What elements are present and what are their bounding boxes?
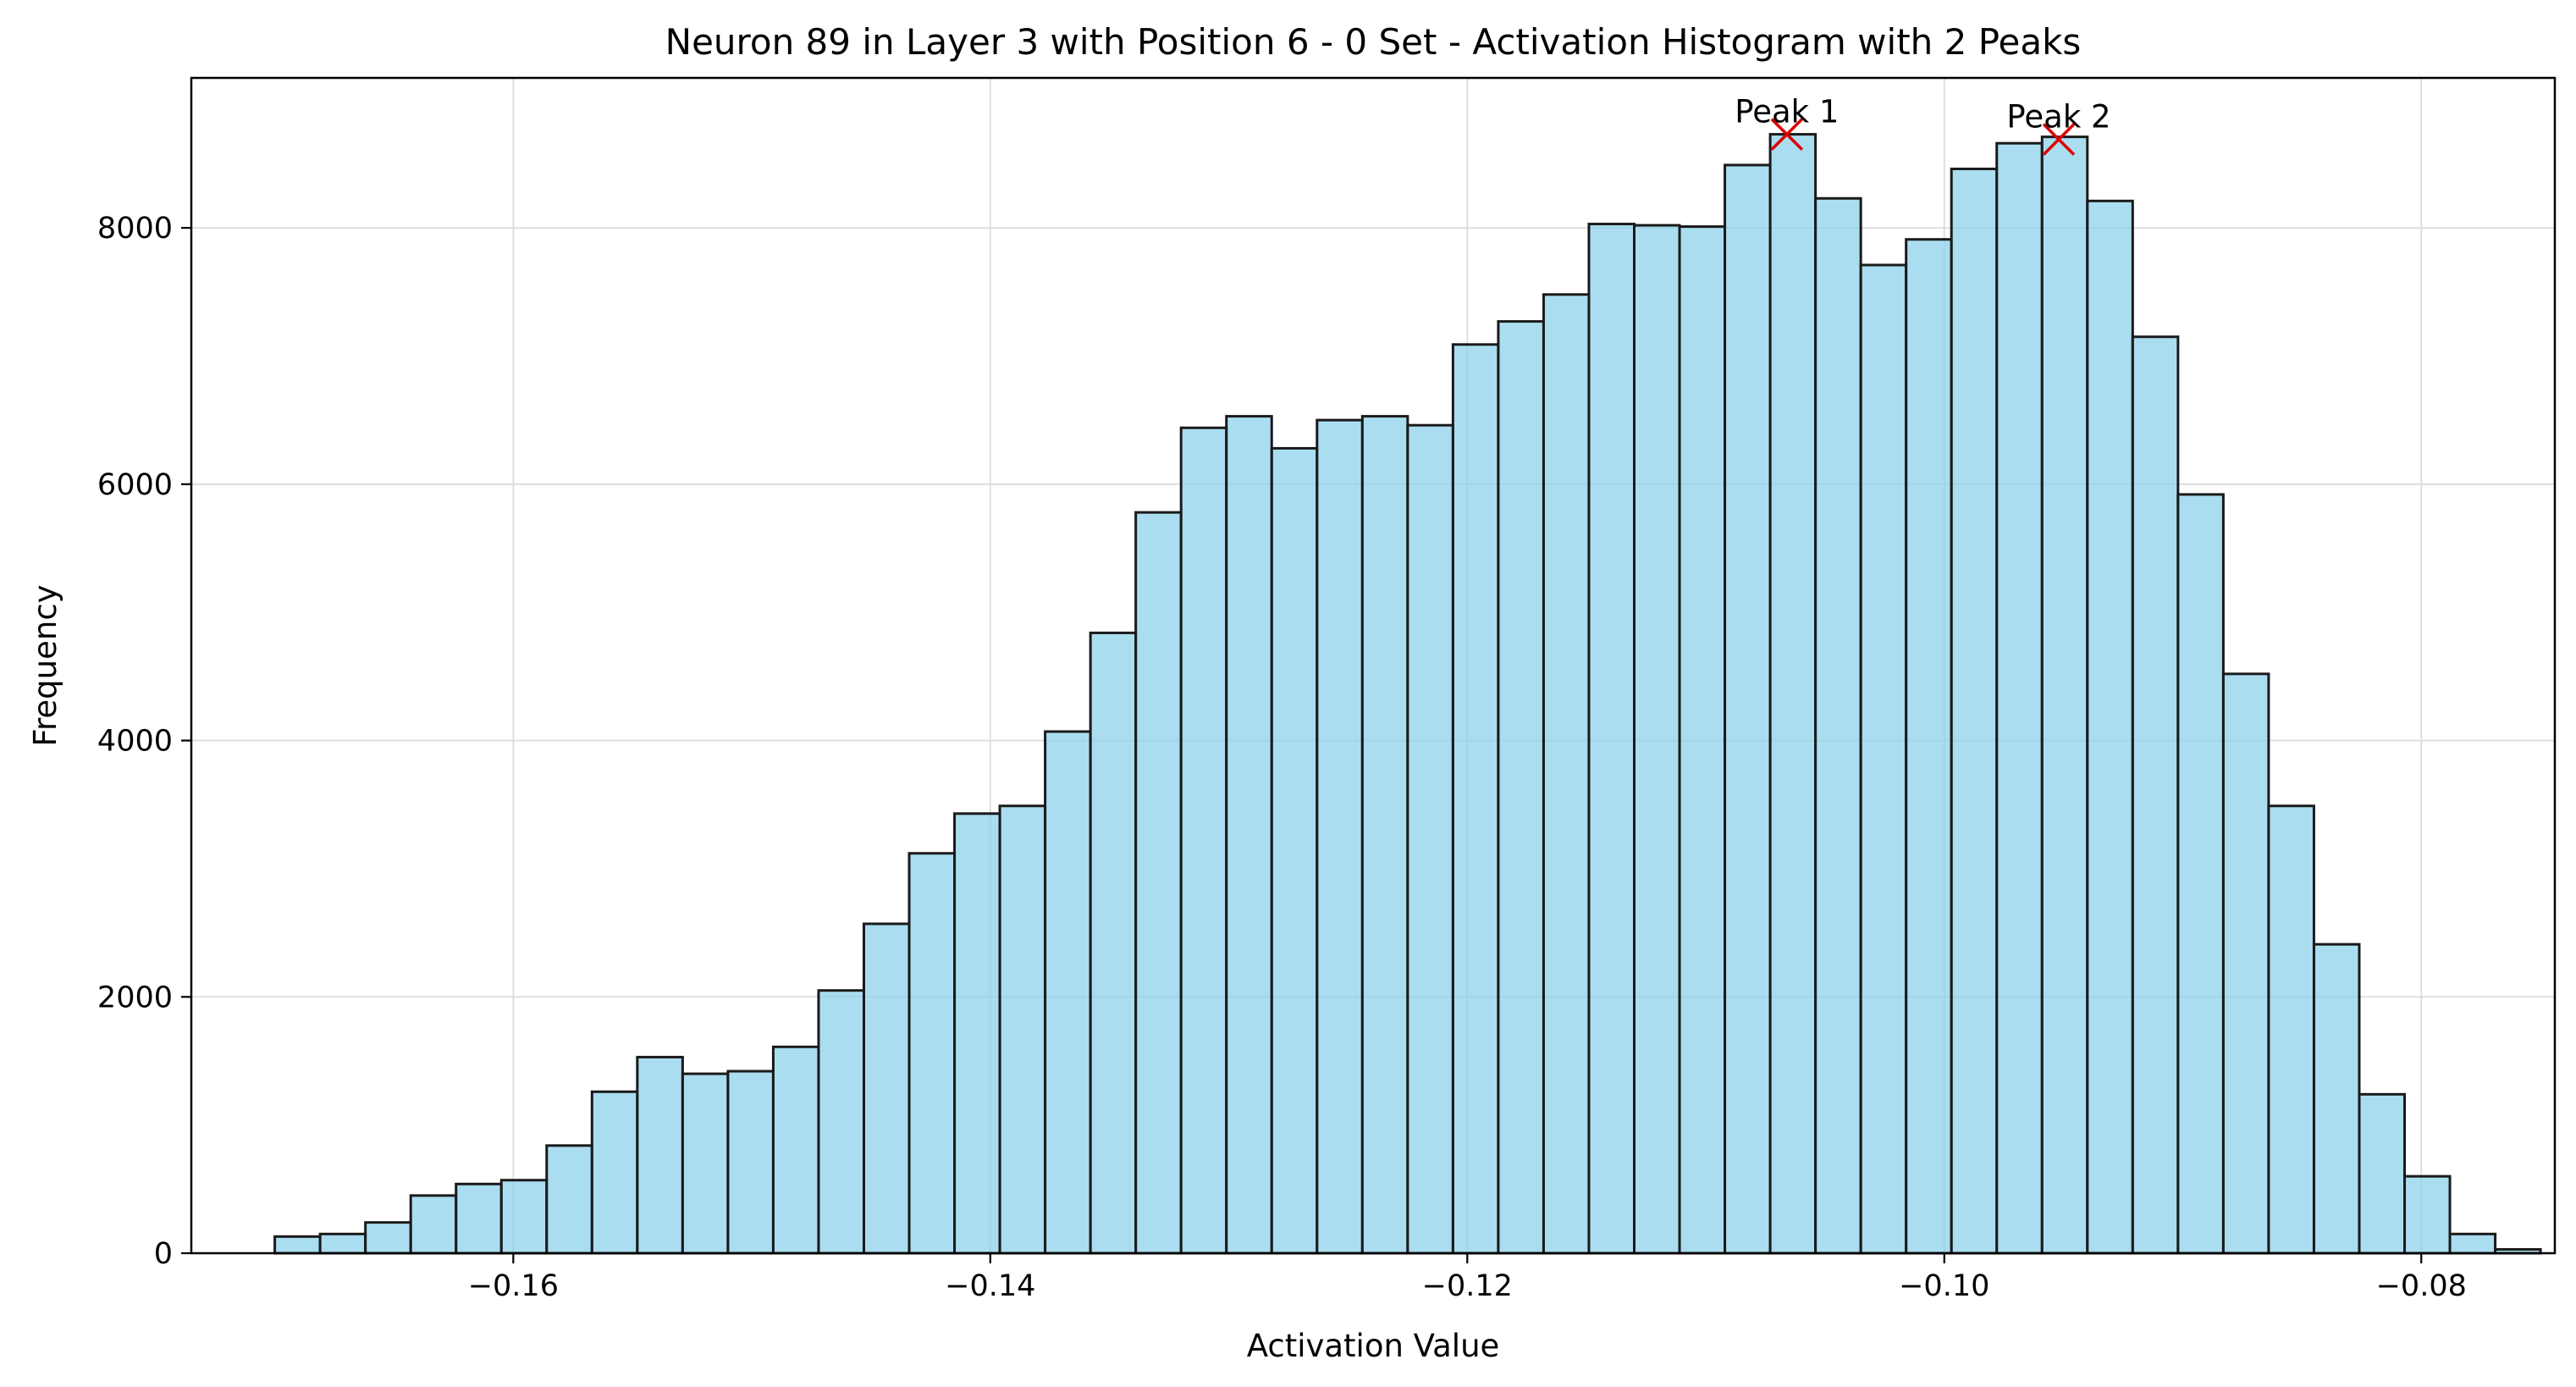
histogram-bar — [1406, 423, 1454, 1255]
histogram-bar — [2040, 135, 2089, 1255]
histogram-bar — [1859, 263, 1908, 1255]
histogram-bar — [1542, 293, 1591, 1255]
y-tick-label: 8000 — [97, 212, 173, 246]
x-axis-label: Activation Value — [1247, 1328, 1500, 1364]
histogram-bar — [2221, 672, 2270, 1255]
histogram-bar — [907, 852, 957, 1255]
y-axis-label: Frequency — [27, 584, 63, 746]
peak-marker — [1770, 118, 1804, 151]
histogram-bar — [409, 1194, 458, 1255]
peak-label: Peak 1 — [1735, 94, 1839, 130]
chart-title: Neuron 89 in Layer 3 with Position 6 - 0… — [665, 21, 2082, 63]
plot-frame — [190, 76, 2557, 1255]
histogram-bar — [2267, 804, 2315, 1255]
histogram-bar — [2131, 335, 2180, 1255]
histogram-bar — [2403, 1174, 2452, 1255]
histogram-bar — [273, 1235, 322, 1255]
peak-marker — [2042, 123, 2076, 156]
histogram-bar — [1179, 426, 1228, 1255]
histogram-bar — [1134, 511, 1183, 1255]
histogram-bar — [2176, 493, 2225, 1255]
histogram-bar — [2086, 199, 2134, 1255]
histogram-bar — [1768, 133, 1818, 1255]
histogram-bar — [998, 804, 1047, 1255]
x-tick-label: −0.08 — [2376, 1269, 2467, 1303]
histogram-bar — [1316, 418, 1364, 1255]
histogram-bar — [364, 1221, 412, 1255]
histogram-bar — [2448, 1232, 2497, 1255]
x-tick-label: −0.14 — [945, 1269, 1035, 1303]
peak-label: Peak 2 — [2006, 99, 2110, 135]
histogram-bar — [1225, 415, 1273, 1255]
histogram-bar — [1587, 223, 1636, 1255]
histogram-bar — [1497, 320, 1545, 1255]
histogram-bar — [862, 922, 911, 1255]
histogram-bar — [1814, 196, 1862, 1255]
histogram-bar — [953, 812, 1001, 1255]
histogram-bar — [545, 1144, 593, 1255]
histogram-bar — [1678, 225, 1727, 1255]
histogram-bar — [1044, 730, 1092, 1255]
histogram-bar — [1724, 163, 1772, 1255]
histogram-bars — [273, 133, 2542, 1255]
histogram-bar — [817, 989, 865, 1255]
x-axis-ticks: −0.16 −0.14 −0.12 −0.10 −0.08 — [468, 1253, 2467, 1303]
histogram-bar — [1089, 631, 1138, 1255]
x-tick-label: −0.16 — [468, 1269, 559, 1303]
histogram-bar — [1905, 238, 1953, 1255]
y-tick-label: 4000 — [97, 725, 173, 759]
histogram-bar — [2312, 942, 2361, 1255]
y-tick-label: 6000 — [97, 468, 173, 502]
y-tick-label: 2000 — [97, 981, 173, 1014]
histogram-bar — [318, 1232, 367, 1255]
histogram-bar — [499, 1179, 549, 1255]
histogram-bar — [2358, 1092, 2407, 1255]
y-tick-label: 0 — [154, 1237, 173, 1271]
histogram-bar — [1950, 167, 1999, 1255]
histogram-bar — [636, 1055, 684, 1255]
histogram-bar — [1633, 224, 1681, 1255]
histogram-bar — [1995, 141, 2044, 1255]
x-tick-label: −0.12 — [1422, 1269, 1513, 1303]
histogram-bar — [1360, 415, 1409, 1255]
histogram-bar — [771, 1045, 820, 1255]
histogram-bar — [726, 1069, 775, 1255]
peak-markers: Peak 1 Peak 2 — [1735, 94, 2111, 156]
histogram-bar — [1270, 446, 1319, 1255]
histogram-bar — [1451, 343, 1500, 1255]
histogram-bar — [455, 1182, 503, 1255]
histogram-bar — [681, 1072, 730, 1255]
y-axis-ticks: 0 2000 4000 6000 8000 — [97, 212, 191, 1271]
histogram-bar — [590, 1090, 639, 1255]
x-tick-label: −0.10 — [1899, 1269, 1989, 1303]
